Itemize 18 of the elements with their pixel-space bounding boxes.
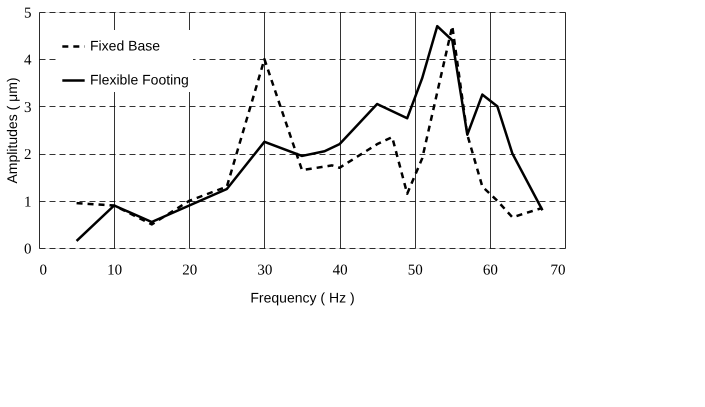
- x-tick-label: 30: [257, 262, 272, 278]
- x-tick-label: 60: [482, 262, 498, 278]
- x-tick-label: 20: [182, 262, 198, 278]
- x-tick-label: 50: [408, 262, 423, 278]
- x-axis-title: Frequency ( Hz ): [250, 290, 355, 306]
- y-tick-label: 0: [24, 242, 32, 258]
- y-tick-label: 5: [24, 6, 32, 22]
- legend-label: Flexible Footing: [90, 72, 189, 88]
- x-tick-label: 10: [107, 262, 122, 278]
- y-axis-title: Amplitudes ( μm): [4, 77, 20, 184]
- x-tick-label: 0: [40, 262, 47, 278]
- y-tick-label: 2: [24, 147, 32, 164]
- x-tick-label: 70: [550, 262, 566, 278]
- x-tick-label: 40: [332, 262, 348, 278]
- y-tick-label: 1: [24, 194, 32, 210]
- y-tick-label: 4: [24, 52, 32, 69]
- y-tick-label: 3: [24, 100, 32, 116]
- legend-label: Fixed Base: [90, 38, 160, 54]
